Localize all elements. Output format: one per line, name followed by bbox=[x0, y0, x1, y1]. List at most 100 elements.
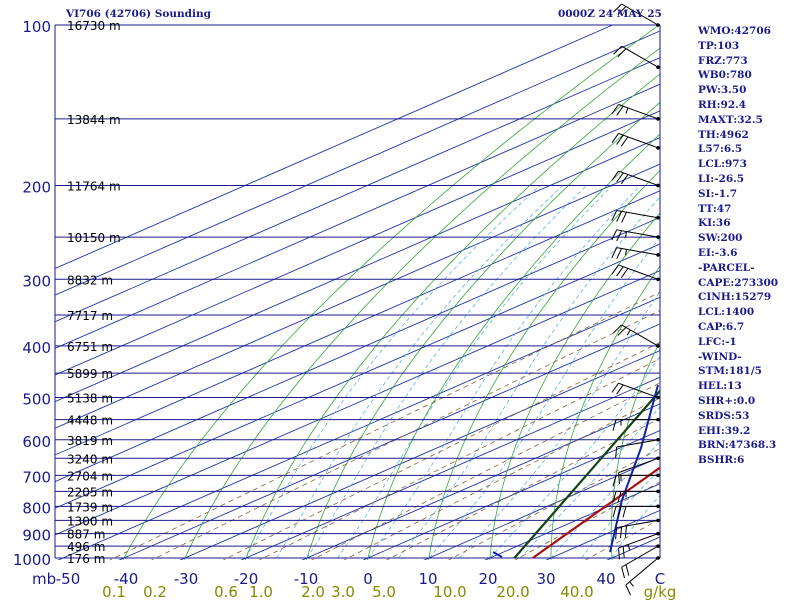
wind-barb bbox=[615, 437, 660, 459]
isotherm-line bbox=[179, 350, 660, 560]
sounding-profiles bbox=[513, 389, 660, 559]
isotherm-line bbox=[55, 163, 660, 429]
stability-index-item: EI:-3.6 bbox=[698, 246, 738, 259]
temperature-profile bbox=[532, 466, 660, 559]
chart-grid bbox=[55, 25, 800, 569]
stability-index-item: CAPE:273300 bbox=[698, 276, 779, 289]
pressure-tick-label: 700 bbox=[22, 468, 51, 486]
isotherm-line bbox=[55, 110, 660, 376]
mixing-ratio-line bbox=[310, 382, 660, 560]
temperature-tick-label: 30 bbox=[536, 570, 555, 588]
wind-barb bbox=[611, 170, 660, 188]
pressure-unit-label: mb bbox=[32, 570, 56, 588]
mixing-ratio-line bbox=[109, 291, 660, 560]
wind-barb bbox=[612, 504, 660, 518]
height-label: 887 m bbox=[67, 528, 105, 542]
moist-adiabat-line bbox=[245, 185, 541, 559]
dewpoint-profile bbox=[513, 389, 660, 559]
stability-index-item: EHI:39.2 bbox=[698, 424, 751, 437]
isotherm-line bbox=[55, 25, 613, 269]
isotherm-line bbox=[55, 190, 660, 456]
wind-barb bbox=[612, 489, 660, 503]
mixing-ratio-tick-label: 40.0 bbox=[560, 583, 593, 600]
temperature-tick-label: 40 bbox=[596, 570, 615, 588]
stability-index-item: SHR+:0.0 bbox=[698, 394, 756, 407]
pressure-tick-label: 1000 bbox=[13, 551, 51, 569]
height-label: 4448 m bbox=[67, 414, 113, 428]
pressure-tick-label: 500 bbox=[22, 391, 51, 409]
isotherm-line bbox=[423, 456, 660, 560]
stability-index-item: CINH:15279 bbox=[698, 291, 772, 304]
dry-adiabat-line bbox=[367, 133, 660, 560]
mixing-ratio-line bbox=[150, 309, 660, 560]
stability-index-item: SRDS:53 bbox=[698, 409, 750, 422]
pressure-tick-label: 600 bbox=[22, 433, 51, 451]
height-label: 13844 m bbox=[67, 113, 121, 127]
wind-barb bbox=[615, 518, 660, 540]
wind-barb bbox=[611, 210, 660, 223]
mixing-ratio-tick-label: g/kg bbox=[644, 583, 677, 600]
mixing-ratio-line bbox=[447, 448, 660, 560]
moist-adiabat-line bbox=[428, 237, 660, 559]
hodograph bbox=[492, 384, 659, 558]
isotherm-line bbox=[240, 376, 660, 560]
sounding-title: VI706 (42706) Sounding bbox=[66, 8, 211, 20]
isotherm-line bbox=[55, 216, 660, 483]
pressure-tick-label: 800 bbox=[22, 499, 51, 517]
pressure-tick-label: 100 bbox=[22, 18, 51, 36]
wind-barb bbox=[611, 247, 660, 260]
isotherm-line bbox=[362, 429, 660, 560]
temperature-tick-label: -30 bbox=[174, 570, 199, 588]
height-label: 16730 m bbox=[67, 19, 121, 33]
height-label: 7717 m bbox=[67, 309, 113, 323]
stability-index-item: -WIND- bbox=[698, 350, 742, 363]
mixing-ratio-tick-label: 0.6 bbox=[214, 583, 238, 600]
isotherm-line bbox=[55, 243, 660, 509]
mixing-ratio-tick-label: 0.2 bbox=[143, 583, 167, 600]
moist-adiabat-line bbox=[276, 185, 564, 559]
wind-barb bbox=[611, 264, 660, 282]
temperature-tick-label: 10 bbox=[418, 570, 437, 588]
stability-index-item: MAXT:32.5 bbox=[698, 113, 763, 126]
dry-adiabat-line bbox=[244, 73, 660, 560]
dry-adiabat-line bbox=[489, 212, 660, 560]
temperature-tick-label: -40 bbox=[114, 570, 139, 588]
wind-barb bbox=[613, 324, 660, 348]
dry-adiabat-line bbox=[781, 25, 800, 569]
hodograph-trace bbox=[492, 551, 503, 558]
dry-adiabat-line bbox=[122, 25, 660, 560]
height-label: 496 m bbox=[67, 540, 105, 554]
dry-adiabat-line bbox=[550, 265, 660, 560]
height-label: 2205 m bbox=[67, 485, 113, 499]
height-label: 10150 m bbox=[67, 231, 121, 245]
stability-index-item: -PARCEL- bbox=[698, 261, 755, 274]
mixing-ratio-tick-label: 10.0 bbox=[433, 583, 466, 600]
stability-indices-list: WMO:42706 TP:103 FRZ:773 WB0:780 PW:3.50 RH:9… bbox=[698, 24, 778, 468]
moist-adiabat-line bbox=[337, 185, 613, 559]
mixing-ratio-tick-label: 20.0 bbox=[496, 583, 529, 600]
isotherm-line bbox=[55, 30, 660, 296]
stability-index-item: CAP:6.7 bbox=[698, 320, 745, 333]
sounding-datetime: 0000Z 24 MAY 25 bbox=[558, 8, 662, 20]
wind-barb bbox=[621, 544, 660, 579]
temperature-tick-label: -20 bbox=[234, 570, 259, 588]
isotherm-line bbox=[118, 323, 660, 560]
stability-index-item: STM:181/5 bbox=[698, 365, 762, 378]
isotherm-line bbox=[55, 83, 660, 349]
mixing-ratio-tick-label: 5.0 bbox=[372, 583, 396, 600]
stability-index-item: WB0:780 bbox=[698, 69, 752, 82]
isotherm-line bbox=[55, 270, 660, 536]
hodograph-trace bbox=[609, 384, 659, 553]
height-label: 8832 m bbox=[67, 273, 113, 287]
pressure-tick-label: 400 bbox=[22, 339, 51, 357]
temperature-tick-label: 20 bbox=[478, 570, 497, 588]
height-label: 6751 m bbox=[67, 340, 113, 354]
wind-barb bbox=[613, 3, 660, 27]
mixing-ratio-line bbox=[343, 397, 660, 560]
height-label: 5899 m bbox=[67, 367, 113, 381]
isotherm-line bbox=[57, 296, 660, 560]
height-label: 176 m bbox=[67, 552, 105, 566]
stability-index-item: TT:47 bbox=[698, 202, 732, 215]
pressure-tick-label: 300 bbox=[22, 272, 51, 290]
